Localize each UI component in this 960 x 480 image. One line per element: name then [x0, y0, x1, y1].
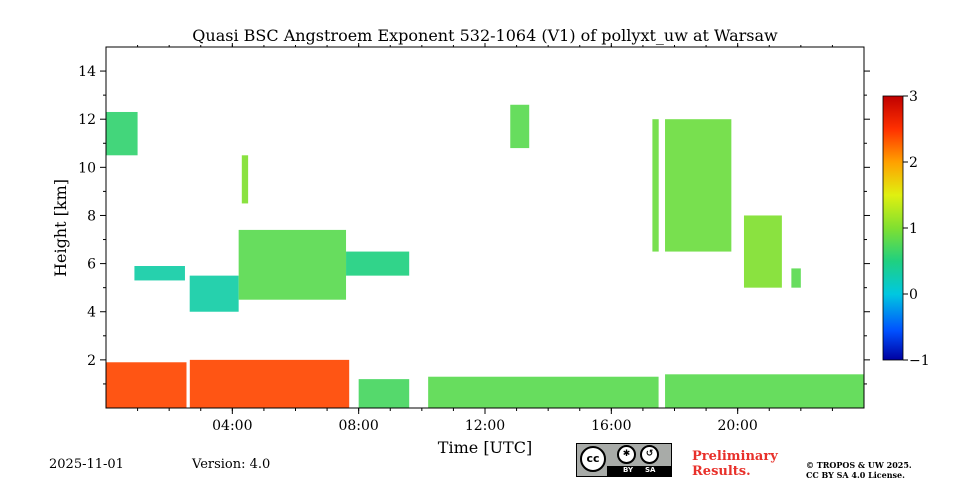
chart-title: Quasi BSC Angstroem Exponent 532-1064 (V… — [192, 26, 778, 45]
x-tick-label: 12:00 — [465, 418, 505, 434]
y-tick-label: 4 — [87, 305, 96, 321]
heatmap-region-3 — [428, 376, 659, 408]
heatmap-region-6 — [188, 275, 239, 312]
x-tick-label: 08:00 — [338, 418, 378, 434]
x-tick-label: 20:00 — [717, 418, 757, 434]
data-gap-0 — [186, 47, 190, 408]
preliminary-line1: Preliminary — [692, 449, 778, 464]
colorbar-tick-label: 1 — [909, 221, 918, 237]
heatmap-region-4 — [665, 374, 864, 408]
y-tick-label: 2 — [87, 353, 96, 369]
cc-by-label: BY — [623, 466, 634, 474]
colorbar-tick-label: 3 — [909, 89, 918, 105]
colorbar — [882, 95, 904, 361]
y-axis-label: Height [km] — [51, 179, 70, 277]
x-axis: 04:00 08:00 12:00 16:00 20:00 — [137, 43, 833, 434]
cc-icon: cc — [580, 446, 606, 472]
sa-share-alike-icon: ↺ — [640, 445, 659, 464]
x-tick-label: 16:00 — [591, 418, 631, 434]
heatmap-region-7 — [238, 229, 347, 300]
license-line1: © TROPOS & UW 2025. — [806, 460, 912, 470]
heatmap-region-0 — [106, 362, 187, 408]
data-gap-1 — [658, 47, 666, 408]
heatmap-region-14 — [791, 268, 801, 288]
cc-badge-bar: BY SA — [607, 466, 671, 476]
y-tick-label: 10 — [78, 160, 96, 176]
y-tick-label: 8 — [87, 208, 96, 224]
preliminary-line2: Results. — [692, 464, 751, 479]
y-tick-label: 12 — [78, 112, 96, 128]
colorbar-ticks: 3 2 1 0 −1 — [903, 89, 930, 369]
license-line2: CC BY SA 4.0 License. — [806, 470, 905, 480]
footer-version: Version: 4.0 — [192, 457, 271, 472]
heatmap-region-5 — [134, 266, 185, 281]
preliminary-notice: Preliminary Results. — [692, 449, 778, 479]
heatmap-region-11 — [510, 104, 530, 149]
x-axis-label: Time [UTC] — [438, 438, 532, 457]
colorbar-tick-label: 2 — [909, 155, 918, 171]
y-axis: 2 4 6 8 10 12 14 — [78, 64, 870, 385]
heatmap-region-8 — [346, 251, 410, 276]
cc-sa-label: SA — [645, 466, 656, 474]
heatmap-region-1 — [189, 359, 350, 408]
y-tick-label: 6 — [87, 257, 96, 273]
heatmap-region-12 — [652, 119, 732, 252]
by-person-icon: ✱ — [617, 445, 636, 464]
license-notice: © TROPOS & UW 2025. CC BY SA 4.0 License… — [806, 460, 912, 480]
cc-license-badge: cc ✱ ↺ BY SA — [576, 443, 672, 477]
y-tick-label: 14 — [78, 64, 96, 80]
heatmap-region-9 — [106, 111, 138, 156]
x-tick-label: 04:00 — [212, 418, 252, 434]
heatmap-region-2 — [358, 379, 410, 408]
colorbar-tick-label: 0 — [909, 287, 918, 303]
colorbar-tick-label: −1 — [909, 353, 930, 369]
heatmap-region-13 — [743, 215, 782, 288]
heatmap-region-10 — [241, 155, 249, 204]
footer-date: 2025-11-01 — [49, 457, 124, 472]
plot-area — [106, 47, 864, 408]
